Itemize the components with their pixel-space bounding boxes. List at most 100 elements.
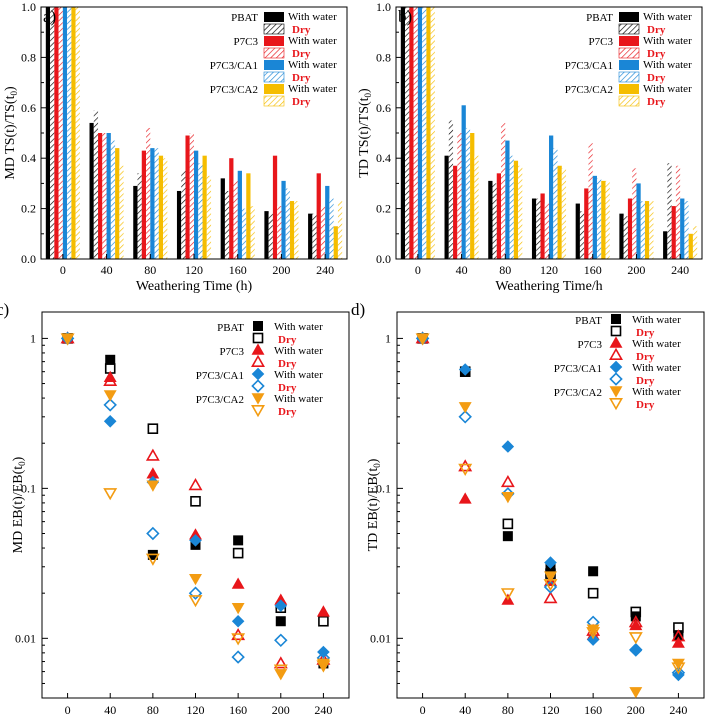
legend-swatch-p7c3-ca1-with-water xyxy=(264,60,284,70)
y-tick-label: 0.0 xyxy=(376,252,391,266)
bar-p7c3-ca1-dry-200 xyxy=(640,201,645,259)
legend-series-p7c3: P7C3 xyxy=(578,339,603,351)
point-p7c3-dry-40 xyxy=(458,459,473,472)
series-p7c3-ca2-dry xyxy=(60,333,331,677)
bar-p7c3-with-water-80 xyxy=(141,150,147,259)
bar-p7c3-dry-0 xyxy=(58,7,63,259)
series-p7c3-with-water xyxy=(54,7,321,259)
panel-label: b) xyxy=(398,7,412,26)
legend-swatch-p7c3-ca2-with-water xyxy=(264,84,284,94)
bar-p7c3-ca2-dry-80 xyxy=(518,165,523,259)
legend-label-with-water: With water xyxy=(274,369,323,381)
point-p7c3-ca2-dry-240 xyxy=(671,662,686,675)
bar-p7c3-dry-240 xyxy=(675,165,681,259)
bar-p7c3-dry-80 xyxy=(501,122,506,259)
y-axis-label-main: MD EB(t)/EB(t xyxy=(11,466,26,554)
panel-a-md-tensile-bar-chart: 0.0 0.2 0.4 0.6 0.8 1.0 0 40 80 120 160 200 240 Weath… xyxy=(3,0,348,294)
legend-label-with-water: With water xyxy=(288,83,337,95)
legend-marker-p7c3-ca2-with-water xyxy=(251,393,265,405)
point-p7c3-ca2-with-water-80 xyxy=(501,492,515,504)
legend-series-p7c3-ca2: P7C3/CA2 xyxy=(554,387,602,399)
legend-marker-p7c3-ca1-dry xyxy=(609,372,623,386)
bar-p7c3-ca1-dry-80 xyxy=(154,148,159,259)
x-tick-label: 120 xyxy=(187,703,205,717)
point-p7c3-ca1-with-water-80 xyxy=(501,440,515,453)
point-p7c3-ca2-with-water-200 xyxy=(629,687,643,699)
bar-p7c3-dry-120 xyxy=(189,133,194,259)
y-tick-label: 0.1 xyxy=(376,481,391,495)
point-pbat-with-water-80 xyxy=(502,531,513,542)
bar-p7c3-ca2-dry-0 xyxy=(430,7,435,259)
bar-p7c3-ca2-dry-240 xyxy=(692,226,698,259)
series-p7c3-with-water xyxy=(409,7,676,259)
bar-pbat-with-water-40 xyxy=(89,122,94,259)
legend-marker-p7c3-with-water xyxy=(609,336,623,348)
panel-label: d) xyxy=(351,300,365,319)
bar-p7c3-ca1-with-water-40 xyxy=(461,105,466,259)
legend-label-dry: Dry xyxy=(278,334,297,346)
bar-p7c3-ca1-dry-240 xyxy=(684,201,689,259)
legend-label-dry: Dry xyxy=(636,375,655,387)
bar-p7c3-ca2-with-water-160 xyxy=(246,173,251,259)
x-tick-label: 200 xyxy=(272,703,290,717)
series-p7c3-ca1-with-water xyxy=(417,7,685,259)
x-tick-label: 0 xyxy=(420,703,426,717)
bar-p7c3-dry-40 xyxy=(457,133,462,259)
series-p7c3-ca1-dry xyxy=(422,7,689,260)
y-tick-label: 0.4 xyxy=(21,151,36,165)
bar-p7c3-ca1-with-water-0 xyxy=(62,7,68,259)
legend-marker-p7c3-ca2-dry xyxy=(609,397,623,411)
y-tick-label: 0.8 xyxy=(21,50,36,64)
legend-marker-pbat-with-water xyxy=(611,314,621,324)
legend-swatch-p7c3-ca2-dry xyxy=(263,95,285,107)
bar-p7c3-ca1-with-water-200 xyxy=(636,183,641,259)
legend-series-p7c3: P7C3 xyxy=(234,36,259,48)
point-p7c3-ca2-dry-40 xyxy=(103,488,118,501)
series-p7c3-ca2-with-water xyxy=(426,7,693,259)
bar-p7c3-ca1-dry-240 xyxy=(329,198,334,259)
panel-label: a) xyxy=(43,7,56,26)
bar-p7c3-ca2-dry-200 xyxy=(649,201,654,259)
point-p7c3-dry-80 xyxy=(145,448,160,461)
bar-p7c3-dry-0 xyxy=(413,7,418,259)
legend-swatch-p7c3-with-water xyxy=(264,36,284,46)
point-p7c3-ca1-with-water-40 xyxy=(458,363,472,376)
x-tick-label: 40 xyxy=(104,703,116,717)
bar-p7c3-with-water-0 xyxy=(409,7,414,259)
bar-p7c3-ca2-dry-80 xyxy=(163,158,168,259)
x-tick-label: 160 xyxy=(584,703,602,717)
bar-p7c3-ca2-dry-160 xyxy=(605,180,610,259)
legend-series-p7c3-ca2: P7C3/CA2 xyxy=(210,84,258,96)
bar-p7c3-ca2-dry-40 xyxy=(474,155,479,259)
point-p7c3-ca1-dry-240 xyxy=(671,665,686,680)
legend-label-dry: Dry xyxy=(278,406,297,418)
bar-pbat-dry-80 xyxy=(137,173,142,259)
bar-p7c3-ca2-with-water-160 xyxy=(601,180,606,259)
bar-p7c3-ca2-with-water-40 xyxy=(115,148,120,259)
y-tick-label: 0.2 xyxy=(21,202,36,216)
y-axis-label-main: TD EB(t)/EB(t xyxy=(366,468,381,552)
bar-pbat-dry-120 xyxy=(181,170,186,259)
point-pbat-with-water-40 xyxy=(105,354,116,365)
point-p7c3-dry-200 xyxy=(628,615,643,628)
point-p7c3-ca2-with-water-240 xyxy=(671,658,685,671)
legend-swatch-p7c3-dry xyxy=(618,47,640,59)
x-tick-label: 40 xyxy=(459,703,471,717)
y-tick-label: 0.6 xyxy=(21,101,36,115)
series-p7c3-ca1-dry xyxy=(67,7,334,259)
bar-p7c3-with-water-120 xyxy=(185,135,190,259)
bar-p7c3-ca1-dry-0 xyxy=(422,7,427,259)
point-p7c3-ca2-dry-120 xyxy=(543,579,558,592)
legend-series-pbat: PBAT xyxy=(217,322,244,334)
legend-label-dry: Dry xyxy=(292,96,311,108)
bar-p7c3-ca1-dry-120 xyxy=(553,148,558,259)
legend-label-dry: Dry xyxy=(647,96,666,108)
point-p7c3-dry-120 xyxy=(188,477,203,491)
bar-p7c3-with-water-40 xyxy=(98,133,103,259)
panel-b-td-tensile-bar-chart: 0.0 0.2 0.4 0.6 0.8 1.0 0 40 80 120 160 200 240 Weath… xyxy=(357,0,703,294)
point-p7c3-with-water-240 xyxy=(671,636,685,648)
bar-pbat-dry-200 xyxy=(268,213,273,259)
legend-series-p7c3: P7C3 xyxy=(589,36,614,48)
series-p7c3-ca2-dry xyxy=(415,333,686,675)
